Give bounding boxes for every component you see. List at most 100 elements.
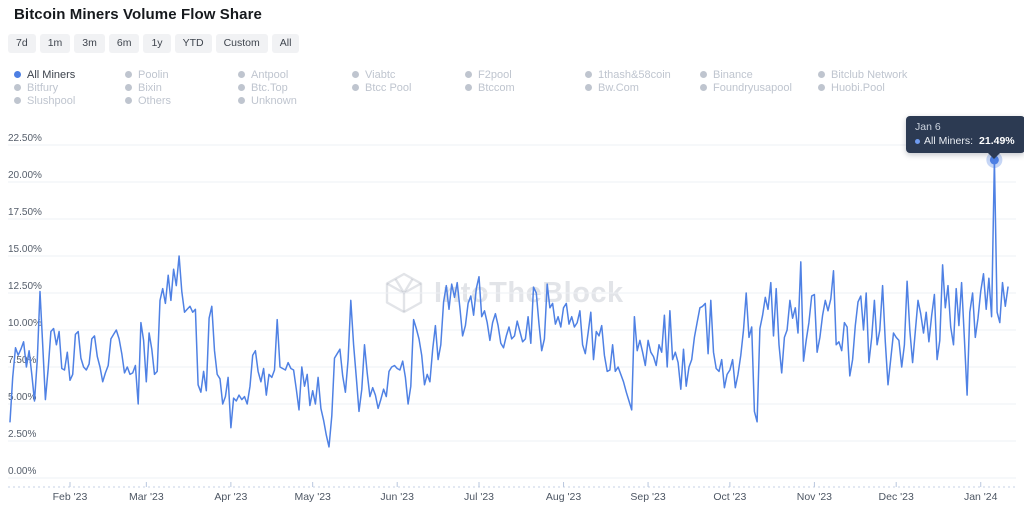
legend-item-unknown[interactable]: Unknown [238, 94, 297, 107]
legend-column: Viabtc Btcc Pool [352, 68, 412, 94]
x-axis-label: Mar '23 [129, 491, 164, 503]
legend-label: Unknown [251, 94, 297, 107]
legend-item-antpool[interactable]: Antpool [238, 68, 297, 81]
y-axis-label: 2.50% [8, 429, 36, 440]
x-axis-label: Aug '23 [546, 491, 581, 503]
legend-item-bitclub-network[interactable]: Bitclub Network [818, 68, 908, 81]
y-axis-label: 22.50% [8, 133, 42, 144]
legend-label: Others [138, 94, 172, 107]
legend-dot-icon [818, 84, 825, 91]
legend-label: Bixin [138, 81, 162, 94]
legend-dot-icon [700, 71, 707, 78]
legend-dot-icon [14, 97, 21, 104]
x-axis-label: Jun '23 [380, 491, 414, 503]
legend-dot-icon [14, 84, 21, 91]
tooltip-series-dot-icon [915, 138, 920, 144]
legend-item-btccom[interactable]: Btccom [465, 81, 515, 94]
tooltip-arrow [988, 153, 1000, 159]
x-axis-label: May '23 [294, 491, 331, 503]
legend-label: All Miners [27, 68, 76, 81]
legend-dot-icon [14, 71, 21, 78]
legend-column: Poolin Bixin Others [125, 68, 172, 107]
legend-label: Btccom [478, 81, 515, 94]
legend-dot-icon [818, 71, 825, 78]
legend-label: Viabtc [365, 68, 396, 81]
tooltip-date: Jan 6 [915, 121, 941, 133]
range-button-custom[interactable]: Custom [215, 34, 268, 53]
legend-label: Btc.Top [251, 81, 288, 94]
range-button-1m[interactable]: 1m [39, 34, 71, 53]
legend-item-f2pool[interactable]: F2pool [465, 68, 515, 81]
legend-label: Binance [713, 68, 753, 81]
x-axis-label: Apr '23 [214, 491, 247, 503]
legend-label: F2pool [478, 68, 512, 81]
page-title: Bitcoin Miners Volume Flow Share [14, 6, 262, 23]
range-button-7d[interactable]: 7d [8, 34, 36, 53]
legend-item-bw-com[interactable]: Bw.Com [585, 81, 671, 94]
x-axis-label: Feb '23 [53, 491, 88, 503]
legend-dot-icon [238, 84, 245, 91]
y-axis-label: 15.00% [8, 244, 42, 255]
legend-item-bitfury[interactable]: Bitfury [14, 81, 75, 94]
legend-label: Bw.Com [598, 81, 639, 94]
legend-item-btc-top[interactable]: Btc.Top [238, 81, 297, 94]
x-axis-label: Jan '24 [964, 491, 998, 503]
legend-label: Bitclub Network [831, 68, 908, 81]
y-axis-label: 5.00% [8, 392, 36, 403]
legend-column: Binance Foundryusapool [700, 68, 792, 94]
legend-item-huobi-pool[interactable]: Huobi.Pool [818, 81, 907, 94]
chart-tooltip: Jan 6 All Miners: 21.49% [906, 116, 1024, 159]
legend-column: Antpool Btc.Top Unknown [238, 68, 297, 107]
legend-item-1thash-58coin[interactable]: 1thash&58coin [585, 69, 671, 81]
legend-label: Btcc Pool [365, 81, 412, 94]
legend-column: Bitclub Network Huobi.Pool [818, 68, 908, 94]
legend-dot-icon [238, 71, 245, 78]
x-axis-label: Sep '23 [630, 491, 665, 503]
legend-dot-icon [352, 84, 359, 91]
legend-label: Antpool [251, 68, 289, 81]
y-axis-label: 10.00% [8, 318, 42, 329]
x-axis-label: Oct '23 [713, 491, 746, 503]
range-button-6m[interactable]: 6m [108, 34, 140, 53]
y-axis-label: 17.50% [8, 207, 42, 218]
legend-item-poolin[interactable]: Poolin [125, 68, 171, 81]
x-axis-label: Dec '23 [879, 491, 914, 503]
y-axis-label: 12.50% [8, 281, 42, 292]
legend-column: All Miners Bitfury Slushpool [14, 68, 76, 107]
legend-item-bixin[interactable]: Bixin [125, 81, 171, 94]
range-button-ytd[interactable]: YTD [174, 34, 212, 53]
range-button-all[interactable]: All [271, 34, 300, 53]
x-axis-label: Jul '23 [464, 491, 494, 503]
legend-item-foundryusapool[interactable]: Foundryusapool [700, 81, 792, 94]
legend-label: Huobi.Pool [831, 81, 885, 94]
legend-dot-icon [352, 71, 359, 78]
legend-dot-icon [238, 97, 245, 104]
legend-item-slushpool[interactable]: Slushpool [14, 94, 76, 107]
legend-label: Foundryusapool [713, 81, 792, 94]
legend-item-binance[interactable]: Binance [700, 68, 792, 81]
range-button-1y[interactable]: 1y [143, 34, 171, 53]
legend-dot-icon [585, 71, 592, 78]
legend-dot-icon [125, 84, 132, 91]
legend-item-viabtc[interactable]: Viabtc [352, 68, 411, 81]
legend-dot-icon [125, 71, 132, 78]
legend-dot-icon [585, 84, 592, 91]
legend-dot-icon [700, 84, 707, 91]
tooltip-series-label: All Miners: [924, 135, 974, 147]
x-axis-label: Nov '23 [797, 491, 832, 503]
legend-label: Bitfury [27, 81, 59, 94]
legend-label: Slushpool [27, 94, 76, 107]
y-axis-label: 7.50% [8, 355, 36, 366]
series-line-all-miners[interactable] [9, 159, 1009, 448]
series-legend: All Miners Bitfury Slushpool Poolin Bixin Oth… [0, 69, 1024, 113]
legend-item-btcc-pool[interactable]: Btcc Pool [352, 81, 412, 94]
legend-item-all-miners[interactable]: All Miners [14, 68, 76, 81]
time-range-toolbar: 7d 1m 3m 6m 1y YTD Custom All [8, 34, 300, 53]
legend-item-others[interactable]: Others [125, 94, 172, 107]
tooltip-value: 21.49% [979, 135, 1015, 147]
range-button-3m[interactable]: 3m [74, 34, 105, 53]
legend-dot-icon [465, 84, 472, 91]
legend-label: Poolin [138, 68, 169, 81]
